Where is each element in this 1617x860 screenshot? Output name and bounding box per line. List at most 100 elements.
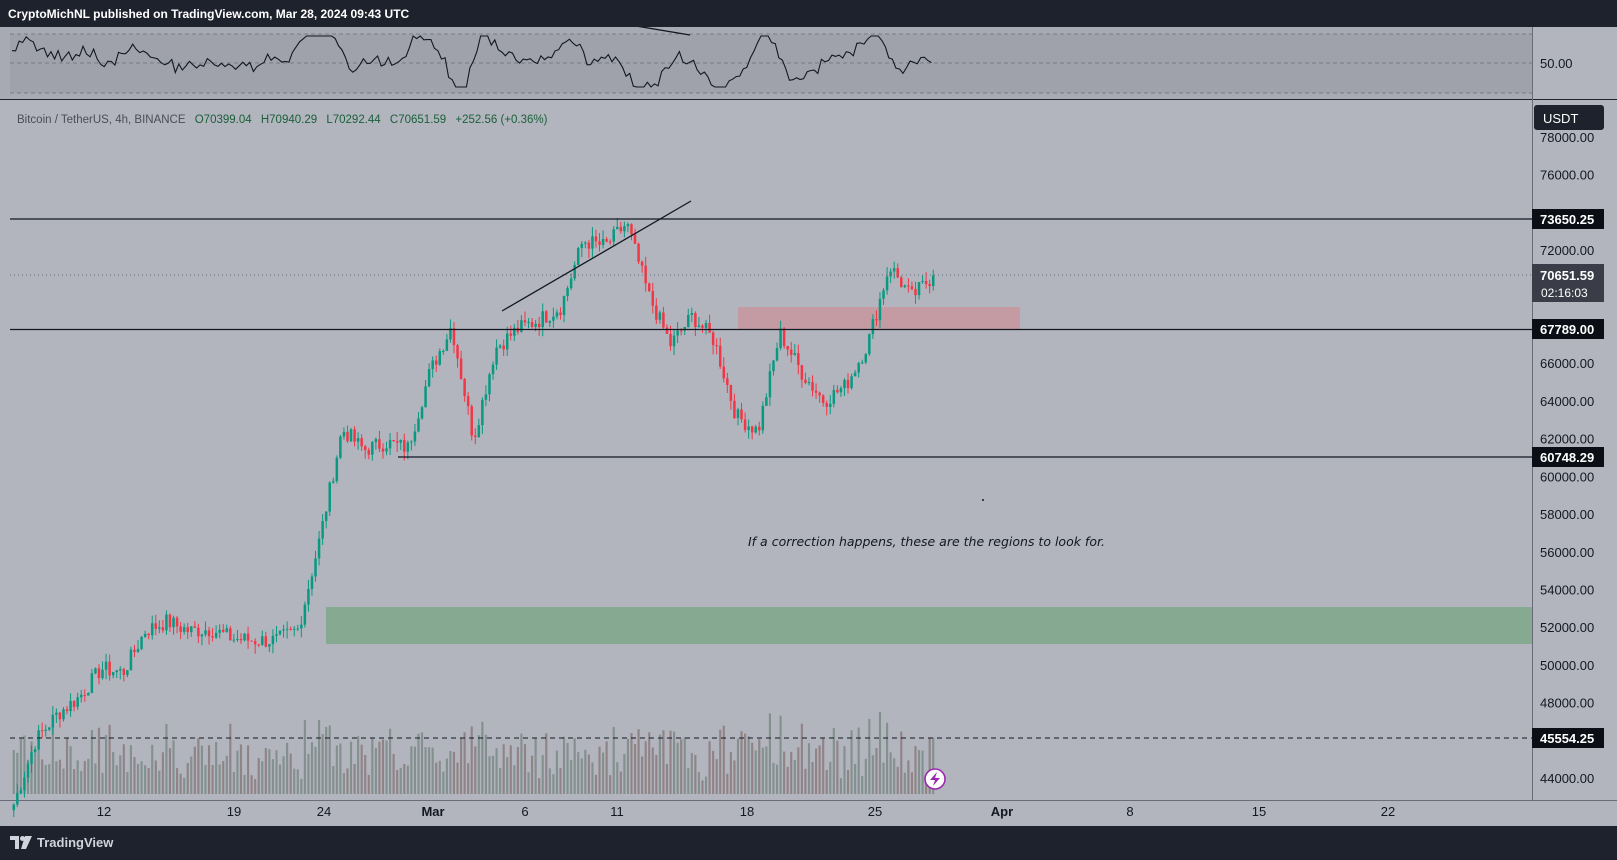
volume-bar	[701, 780, 704, 794]
volume-bar	[58, 759, 61, 794]
candle-body	[679, 330, 683, 332]
currency-badge[interactable]	[1534, 105, 1604, 130]
volume-bar	[843, 746, 846, 794]
price-chart[interactable]: 50.00 If a correction happens, these are…	[0, 27, 1617, 826]
volume-bar	[573, 738, 576, 794]
volume-bar	[193, 746, 196, 794]
time-tick-label: 15	[1252, 804, 1266, 819]
volume-bar	[630, 733, 633, 794]
candle-body	[119, 668, 122, 671]
volume-bar	[126, 772, 129, 794]
volume-bar	[910, 772, 913, 794]
volume-bar	[854, 763, 857, 794]
candle-body	[584, 242, 587, 244]
candle-body	[197, 627, 200, 637]
annotation-text[interactable]: If a correction happens, these are the r…	[748, 534, 1105, 549]
volume-bar	[396, 770, 399, 794]
candle-body	[403, 439, 406, 452]
volume-bar	[62, 768, 65, 794]
volume-bar	[44, 765, 47, 794]
candle-body	[16, 792, 19, 805]
time-axis-labels: 12 19 24 Mar 6 11 18 25 Apr 8 15 22	[97, 804, 1395, 819]
candle-body	[818, 392, 821, 396]
volume-bar	[179, 773, 182, 794]
volume-bar	[768, 713, 771, 794]
volume-bar	[381, 739, 385, 794]
volume-bar	[286, 742, 289, 794]
candle-body	[104, 661, 108, 670]
candle-body	[669, 333, 672, 347]
volume-bar	[772, 762, 775, 794]
volume-bar	[637, 729, 640, 794]
price-axis-pane[interactable]	[1532, 27, 1617, 820]
volume-bar	[765, 746, 768, 794]
volume-bar	[247, 745, 250, 794]
volume-bar	[712, 750, 715, 794]
volume-bar	[832, 728, 835, 794]
candle-body	[406, 442, 410, 452]
candle-body	[846, 379, 850, 389]
candle-body	[797, 353, 800, 366]
volume-bar	[538, 778, 541, 794]
volume-bar	[318, 719, 321, 794]
volume-bar	[399, 767, 402, 794]
volume-bar	[445, 758, 448, 794]
candle-body	[726, 378, 729, 385]
volume-bar	[481, 721, 484, 794]
candle-body	[694, 313, 697, 328]
volume-bar	[747, 736, 750, 794]
volume-bar	[531, 755, 534, 794]
candle-body	[754, 426, 757, 433]
candle-body	[300, 624, 303, 629]
time-tick-label: Mar	[421, 804, 444, 819]
candle-body	[687, 314, 690, 327]
candle-body	[250, 640, 253, 642]
volume-bar	[917, 750, 921, 794]
published-text: CryptoMichNL published on TradingView.co…	[8, 7, 410, 21]
lightning-icon[interactable]	[924, 768, 946, 790]
price-tick-label: 66000.00	[1540, 356, 1594, 371]
volume-bar	[12, 750, 15, 794]
volume-bar	[55, 761, 58, 794]
candle-body	[580, 243, 584, 249]
volume-bar	[467, 763, 470, 794]
volume-bar	[623, 754, 626, 794]
candle-body	[768, 371, 772, 398]
symbol-ohlc-line: Bitcoin / TetherUS, 4h, BINANCE O70399.0…	[17, 114, 548, 126]
volume-bar	[580, 758, 583, 794]
volume-bar	[236, 750, 239, 794]
trendline-rising[interactable]	[501, 200, 692, 312]
candle-body	[907, 285, 910, 287]
volume-bar	[914, 746, 917, 794]
candle-body	[381, 448, 385, 452]
volume-bar	[428, 747, 431, 794]
tradingview-logo[interactable]: TradingView	[10, 835, 113, 850]
volume-bar	[545, 733, 548, 794]
candle-body	[253, 641, 257, 645]
volume-bar	[339, 743, 342, 794]
candle-body	[921, 280, 924, 283]
volume-bar	[76, 760, 79, 794]
volume-bar	[140, 761, 143, 794]
volume-bar	[183, 777, 186, 794]
candle-body	[456, 345, 459, 359]
currency-label: USDT	[1543, 111, 1578, 126]
candle-body	[193, 626, 197, 628]
candle-body	[889, 271, 892, 277]
candle-body	[26, 763, 30, 778]
price-tick-label: 78000.00	[1540, 130, 1594, 145]
volume-bar	[470, 726, 473, 794]
candle-body	[62, 709, 65, 720]
candle-body	[65, 709, 69, 712]
volume-bar	[37, 741, 40, 794]
candle-body	[523, 320, 527, 323]
main-pane[interactable]	[0, 100, 1532, 820]
support-zone[interactable]	[326, 607, 1532, 644]
volume-bar	[900, 731, 903, 794]
candle-body	[292, 628, 296, 630]
volume-bar	[16, 752, 19, 794]
candle-body	[261, 636, 264, 645]
time-axis-pane[interactable]	[0, 820, 1617, 826]
volume-bar	[534, 737, 537, 794]
candle-body	[633, 234, 637, 244]
